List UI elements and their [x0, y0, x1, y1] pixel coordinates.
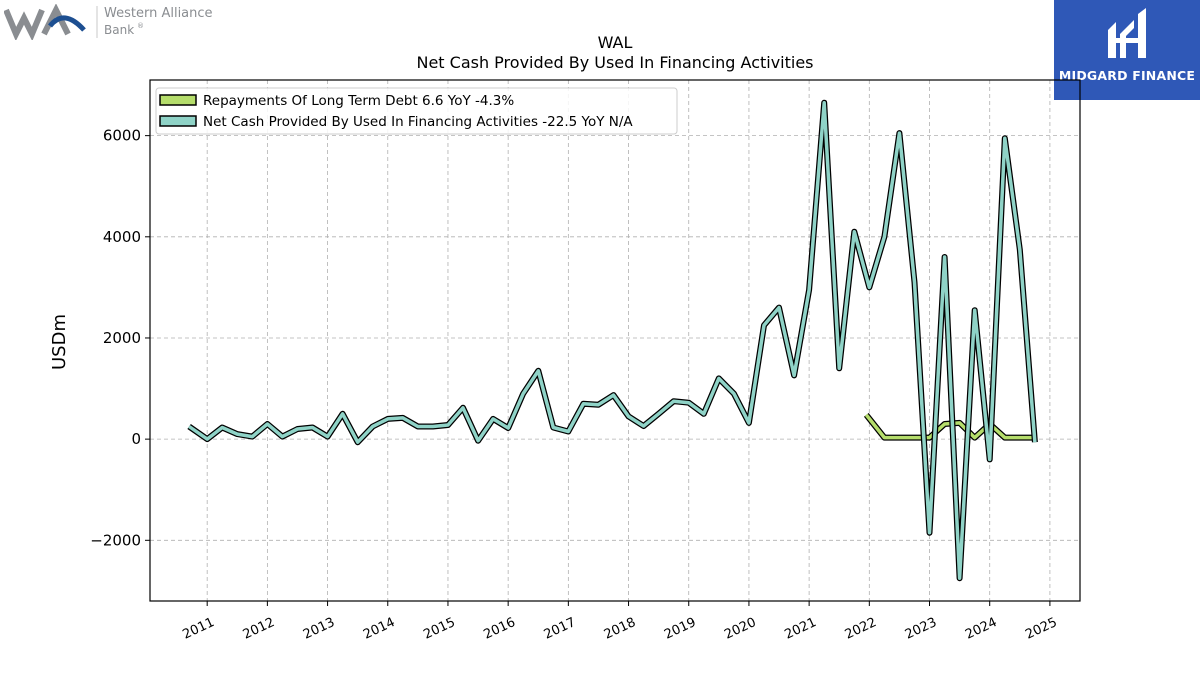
- y-tick-label: 0: [131, 430, 141, 448]
- legend: Repayments Of Long Term Debt 6.6 YoY -4.…: [155, 87, 678, 135]
- registered-mark: ®: [137, 22, 144, 30]
- x-tick-label: 2017: [542, 615, 578, 643]
- y-axis-ticks: −2000 0 2000 4000 6000: [90, 127, 150, 549]
- y-axis-label: USDm: [49, 314, 70, 370]
- x-tick-label: 2024: [963, 615, 999, 643]
- legend-swatch: [159, 115, 197, 127]
- x-tick-label: 2011: [181, 615, 217, 643]
- x-tick-label: 2020: [722, 615, 758, 643]
- x-tick-label: 2013: [301, 615, 337, 643]
- plot-frame: [149, 79, 1081, 602]
- x-tick-label: 2016: [482, 615, 518, 643]
- y-tick-label: −2000: [90, 531, 141, 549]
- legend-label: Repayments Of Long Term Debt 6.6 YoY -4.…: [203, 93, 514, 109]
- series-1-line: [188, 101, 1037, 580]
- wa-logo-icon: [3, 3, 86, 42]
- midgard-emblem-icon: [1108, 8, 1146, 58]
- logo-line1: Western Alliance: [104, 6, 213, 21]
- x-axis-ticks: 2011 2012 2013 2014 2015 2016 2017 2018 2019 2020…: [181, 601, 1060, 643]
- y-tick-label: 6000: [103, 127, 141, 145]
- x-tick-label: 2022: [843, 615, 879, 643]
- x-tick-label: 2012: [241, 615, 277, 643]
- series-1-outline: [187, 99, 1038, 582]
- chart-title: WAL: [598, 33, 633, 52]
- series-lines: [187, 99, 1038, 582]
- x-tick-label: 2014: [361, 615, 397, 643]
- chart-subtitle: Net Cash Provided By Used In Financing A…: [416, 53, 813, 72]
- legend-box: [155, 87, 678, 135]
- legend-label: Net Cash Provided By Used In Financing A…: [203, 114, 633, 130]
- y-tick-label: 4000: [103, 228, 141, 246]
- midgard-finance-logo: MIDGARD FINANCE: [1054, 0, 1200, 100]
- y-tick-label: 2000: [103, 329, 141, 347]
- legend-swatch: [159, 94, 197, 106]
- x-tick-label: 2018: [602, 615, 638, 643]
- x-tick-label: 2015: [421, 615, 457, 643]
- brand-name: MIDGARD FINANCE: [1058, 68, 1196, 83]
- x-tick-label: 2023: [903, 615, 939, 643]
- x-tick-label: 2021: [782, 615, 818, 643]
- x-tick-label: 2025: [1023, 615, 1059, 643]
- logo-line2: Bank: [104, 23, 134, 37]
- western-alliance-logo: Western Alliance Bank ®: [3, 3, 234, 42]
- grid: [150, 80, 1080, 601]
- x-tick-label: 2019: [662, 615, 698, 643]
